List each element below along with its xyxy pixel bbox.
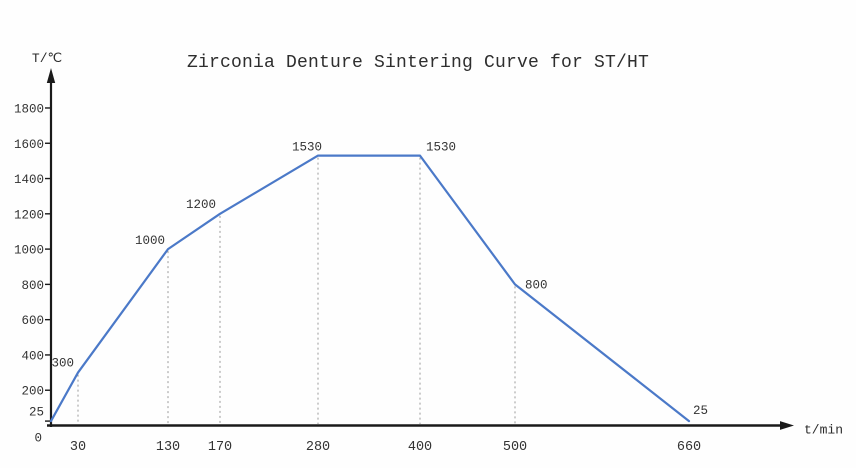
y-tick-label: 600 bbox=[21, 314, 44, 328]
y-tick-label: 25 bbox=[29, 406, 44, 420]
y-axis-label: T/℃ bbox=[32, 51, 62, 66]
x-tick-label: 30 bbox=[70, 440, 86, 455]
y-tick-label: 400 bbox=[21, 349, 44, 363]
y-axis-arrow-icon bbox=[46, 68, 56, 83]
point-label: 1000 bbox=[135, 234, 165, 248]
y-tick-label: 1800 bbox=[14, 102, 44, 116]
x-tick-label: 500 bbox=[503, 440, 527, 455]
point-label: 300 bbox=[51, 357, 74, 371]
x-tick-label: 660 bbox=[677, 440, 701, 455]
point-label: 25 bbox=[693, 404, 708, 418]
y-tick-label: 1600 bbox=[14, 138, 44, 152]
y-tick-label: 800 bbox=[21, 279, 44, 293]
y-tick-label: 1200 bbox=[14, 208, 44, 222]
x-tick-label: 280 bbox=[306, 440, 330, 455]
y-tick-label: 0 bbox=[34, 432, 42, 446]
point-label: 800 bbox=[525, 278, 548, 292]
y-tick-label: 1400 bbox=[14, 173, 44, 187]
x-tick-label: 130 bbox=[156, 440, 180, 455]
x-tick-label: 400 bbox=[408, 440, 432, 455]
y-tick-label: 200 bbox=[21, 385, 44, 399]
chart-title: Zirconia Denture Sintering Curve for ST/… bbox=[186, 53, 650, 73]
x-axis-label: t/min bbox=[804, 423, 843, 438]
y-tick-label: 1000 bbox=[14, 244, 44, 258]
x-axis-arrow-icon bbox=[780, 421, 794, 430]
point-label: 1530 bbox=[426, 141, 456, 155]
point-label: 1530 bbox=[292, 141, 322, 155]
sintering-curve bbox=[49, 154, 691, 423]
point-label: 1200 bbox=[186, 198, 216, 212]
x-tick-label: 170 bbox=[208, 440, 232, 455]
